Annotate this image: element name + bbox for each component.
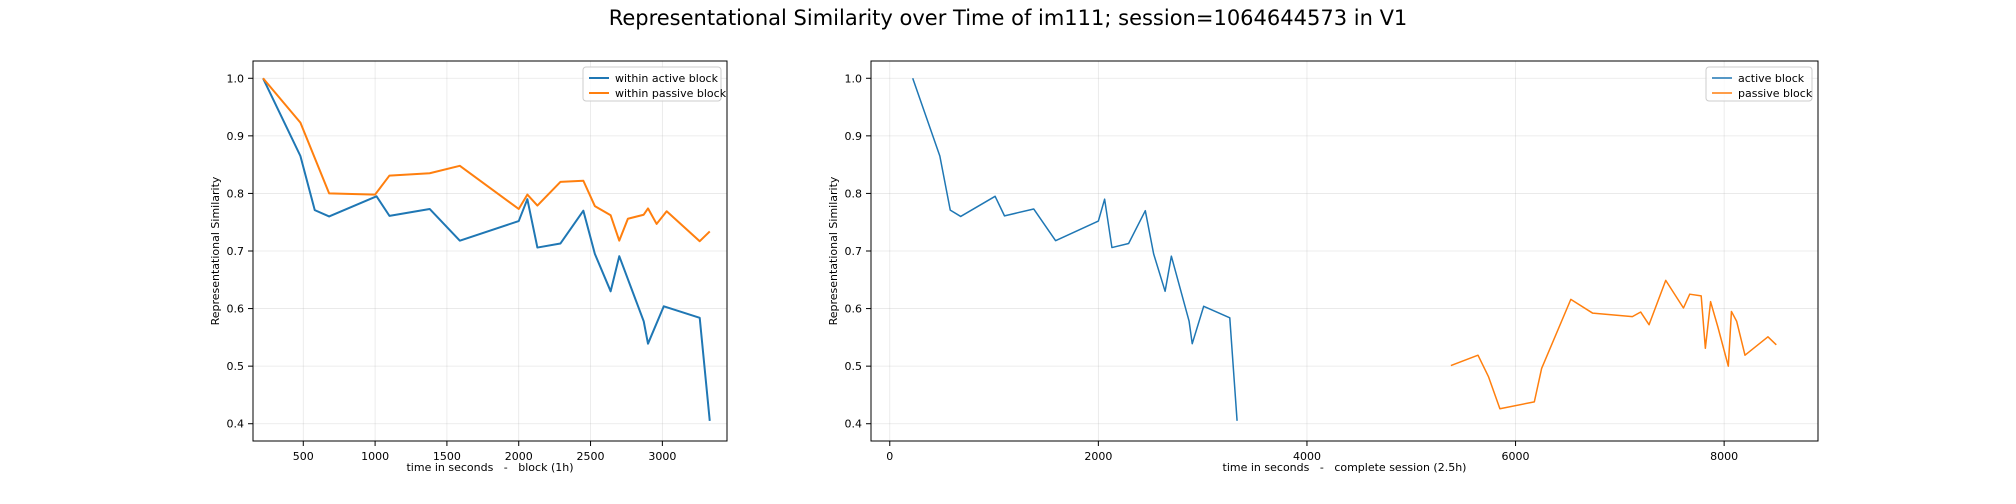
y-tick-label: 1.0 [845,72,863,85]
y-tick-label: 0.5 [845,360,863,373]
chart-2: 0 2000 4000 6000 8000 0.4 0.5 0.6 0.7 0.8 0.9 1.0 ti… [827,60,1819,474]
x-tick-label: 1500 [433,450,461,463]
y-tick-label: 0.8 [845,187,863,200]
x-tick-label: 3000 [648,450,676,463]
x-tick-label: 2500 [577,450,605,463]
series-line-2 [262,77,711,243]
legend-box [582,66,722,102]
chart-1: 500 1000 1500 2000 2500 3000 0.4 0.5 0.6 0.7 0.8 0.… [209,60,728,474]
legend: active block passive block [1705,66,1813,102]
y-tick-label: 1.0 [227,72,245,85]
x-tick-label: 8000 [1710,450,1738,463]
legend-label-1: active block [1738,72,1805,85]
legend: within active block within passive block [582,66,727,102]
y-tick-label: 0.4 [227,418,245,431]
y-tick-label: 0.6 [227,303,245,316]
series-line-2 [1450,279,1777,410]
x-axis-label: time in seconds - block (1h) [406,461,573,474]
y-axis-label: Representational Similarity [827,176,840,325]
x-tick-label: 2000 [505,450,533,463]
x-axis-label: time in seconds - complete session (2.5h… [1223,461,1467,474]
x-tick-label: 2000 [1084,450,1112,463]
y-tick-label: 0.4 [845,418,863,431]
y-tick-label: 0.7 [845,245,863,258]
y-axis-label: Representational Similarity [209,176,222,325]
y-tick-label: 0.5 [227,360,245,373]
x-tick-label: 1000 [361,450,389,463]
legend-label-1: within active block [615,72,719,85]
y-tick-label: 0.8 [227,187,245,200]
legend-box [1705,66,1813,102]
legend-label-2: passive block [1738,87,1813,100]
x-tick-label: 6000 [1502,450,1530,463]
y-tick-label: 0.9 [227,130,245,143]
series-line-1 [262,77,711,421]
y-tick-label: 0.7 [227,245,245,258]
y-tick-label: 0.9 [845,130,863,143]
y-tick-label: 0.6 [845,303,863,316]
x-tick-label: 4000 [1293,450,1321,463]
x-tick-label: 0 [886,450,893,463]
x-tick-label: 500 [293,450,314,463]
figure-title: Representational Similarity over Time of… [608,6,1408,30]
series-line-1 [912,78,1238,421]
legend-label-2: within passive block [615,87,727,100]
